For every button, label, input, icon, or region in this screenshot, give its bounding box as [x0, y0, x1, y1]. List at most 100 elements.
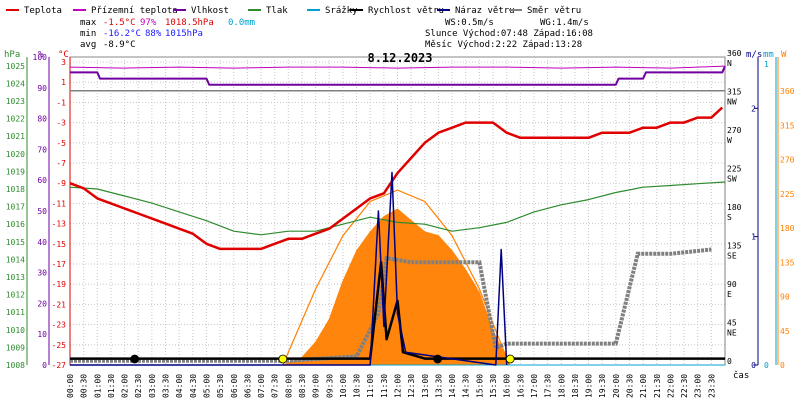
deg-axis-title: ° [727, 50, 732, 60]
time-tick-label: 01:00 [93, 374, 102, 398]
time-tick-label: 11:30 [380, 374, 389, 398]
stats-min-temp: -16.2°C [103, 29, 141, 39]
dir-tick-label: NE [727, 329, 737, 338]
dir-tick-value: 0 [727, 357, 732, 366]
time-tick-label: 18:00 [557, 374, 566, 398]
time-tick-label: 09:30 [325, 374, 334, 398]
pct-tick-label: 0 [42, 361, 47, 370]
series-ground-temperature-line [69, 65, 726, 69]
hpa-tick-label: 1021 [6, 132, 25, 141]
legend-label: Směr větru [527, 6, 581, 16]
pct-tick-label: 50 [37, 207, 47, 216]
legend-label: Přízemní teplota [91, 6, 178, 16]
stats-block: max -1.5°C 97% 1018.5hPa 0.0mm min -16.2… [80, 18, 593, 50]
axis-ticks: 00:00 00:30 01:00 01:30 02:00 02:30 03:00 03:30… [6, 49, 795, 398]
series-wind-gust-line [70, 171, 508, 366]
time-tick-label: 18:30 [571, 374, 580, 398]
time-tick-label: 08:00 [284, 374, 293, 398]
time-tick-label: 09:00 [312, 374, 321, 398]
time-tick-label: 20:30 [625, 374, 634, 398]
temp-tick-label: -5 [56, 139, 66, 148]
time-tick-label: 03:00 [148, 374, 157, 398]
time-tick-label: 00:30 [80, 374, 89, 398]
time-tick-label: 03:30 [162, 374, 171, 398]
dir-tick-value: 180 [727, 203, 742, 212]
temp-tick-label: -25 [52, 341, 67, 350]
mm-tick-label: 1 [764, 60, 769, 69]
ms-tick-label: 0 [751, 361, 756, 370]
hpa-tick-label: 1022 [6, 115, 25, 124]
time-tick-label: 13:00 [421, 374, 430, 398]
stats-sun: Slunce Východ:07:48 Západ:16:08 [425, 29, 593, 39]
dir-tick-label: SW [727, 175, 737, 184]
time-tick-label: 15:00 [475, 374, 484, 398]
time-tick-label: 00:00 [66, 374, 75, 398]
series-temperature-line [69, 106, 724, 251]
stats-max-precip: 0.0mm [228, 18, 255, 28]
chart-legend: Teplota Přízemní teplota Vlhkost Tlak Srážky… [6, 6, 581, 16]
w-tick-label: 45 [780, 327, 790, 336]
mm-tick-label: 0 [764, 361, 769, 370]
time-tick-label: 04:30 [189, 374, 198, 398]
w-tick-label: 270 [780, 156, 795, 165]
hpa-tick-label: 1008 [6, 361, 25, 370]
chart-date-title: 8.12.2023 [367, 51, 432, 65]
time-tick-label: 14:30 [462, 374, 471, 398]
stats-min-hum: 88% [145, 29, 162, 39]
stats-max-press: 1018.5hPa [165, 18, 214, 28]
hpa-tick-label: 1010 [6, 326, 25, 335]
series-humidity-line [70, 65, 726, 86]
time-tick-label: 05:30 [216, 374, 225, 398]
pct-tick-label: 20 [37, 299, 47, 308]
pct-tick-label: 100 [33, 53, 48, 62]
w-tick-label: 360 [780, 87, 795, 96]
time-tick-label: 20:00 [612, 374, 621, 398]
time-tick-label: 21:30 [653, 374, 662, 398]
time-tick-label: 17:00 [530, 374, 539, 398]
pct-tick-label: 70 [37, 145, 47, 154]
temp-tick-label: -3 [56, 119, 66, 128]
temp-tick-label: -9 [56, 179, 66, 188]
time-tick-label: 19:00 [585, 374, 594, 398]
dir-tick-label: NW [727, 98, 737, 107]
time-tick-label: 11:00 [366, 374, 375, 398]
temp-tick-label: -1 [56, 98, 66, 107]
time-tick-label: 06:00 [230, 374, 239, 398]
legend-label: Teplota [24, 6, 62, 16]
time-tick-label: 22:00 [666, 374, 675, 398]
x-axis-title: čas [733, 370, 749, 381]
w-axis-title: W [781, 50, 787, 60]
temp-tick-label: -11 [52, 199, 67, 208]
hpa-tick-label: 1012 [6, 291, 25, 300]
w-tick-label: 315 [780, 121, 795, 130]
series-theoretical-sun-line [282, 189, 510, 366]
stats-avg-temp: -8.9°C [103, 40, 136, 50]
dir-tick-value: 225 [727, 165, 742, 174]
time-tick-label: 16:30 [516, 374, 525, 398]
temp-tick-label: 3 [61, 58, 66, 67]
stats-min-press: 1015hPa [165, 29, 203, 39]
stats-max-hum: 97% [140, 18, 157, 28]
time-tick-label: 22:30 [680, 374, 689, 398]
dir-tick-label: S [727, 213, 732, 222]
temp-tick-label: -13 [52, 220, 67, 229]
dir-tick-value: 315 [727, 88, 742, 97]
sun-moon-marker [278, 354, 288, 364]
dir-tick-value: 135 [727, 242, 742, 251]
pct-tick-label: 10 [37, 330, 47, 339]
legend-label: Vlhkost [191, 6, 229, 16]
hpa-tick-label: 1025 [6, 62, 25, 71]
time-tick-label: 05:00 [202, 374, 211, 398]
w-tick-label: 225 [780, 190, 795, 199]
ms-axis-title: m/s [746, 50, 762, 60]
temp-tick-label: -15 [52, 240, 67, 249]
time-tick-label: 02:30 [134, 374, 143, 398]
hpa-tick-label: 1023 [6, 97, 25, 106]
series-pressure-line [69, 181, 726, 236]
w-tick-label: 135 [780, 258, 795, 267]
time-tick-label: 07:00 [257, 374, 266, 398]
dir-tick-value: 45 [727, 319, 737, 328]
time-tick-label: 21:00 [639, 374, 648, 398]
hpa-tick-label: 1024 [6, 79, 25, 88]
